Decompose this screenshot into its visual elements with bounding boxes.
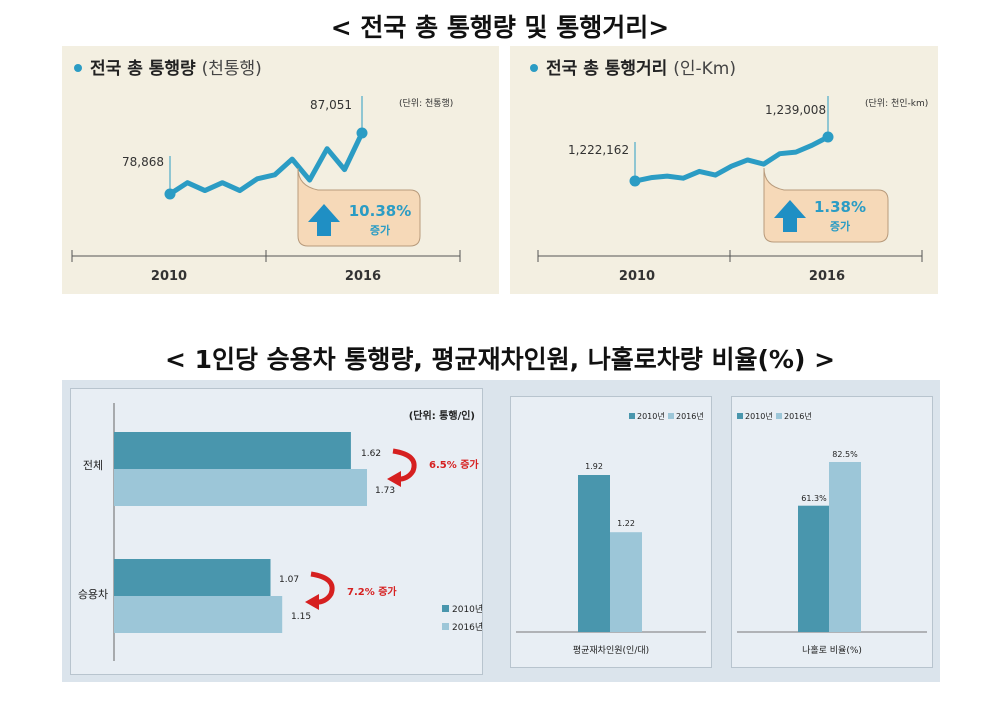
- chart-title: 전국 총 통행량: [90, 59, 196, 79]
- total-distance-svg: 전국 총 통행거리 (인-Km) (단위: 천인-km) 1,222,162 1…: [530, 59, 928, 284]
- value-label: 1.07: [279, 575, 299, 585]
- bar-2016: [610, 532, 642, 632]
- category-label: 전체: [83, 459, 103, 472]
- growth-annotation: 6.5% 증가: [429, 458, 479, 471]
- line-series: [629, 131, 834, 187]
- unit-note: (단위: 천통행): [399, 97, 453, 109]
- legend-swatch-2010: [629, 413, 635, 419]
- legend-label: 2016년: [452, 622, 482, 633]
- x-tick-label: 2010: [151, 269, 187, 284]
- legend-label: 2010년: [452, 604, 482, 615]
- chart-title-unit: (인-Km): [673, 59, 736, 79]
- growth-annotation: 7.2% 증가: [347, 585, 397, 598]
- total-trips-chart: 전국 총 통행량 (천통행) (단위: 천통행) 78,868 87,051 1…: [62, 46, 499, 294]
- category-label: 승용차: [78, 588, 108, 601]
- legend-label: 2016년: [676, 411, 704, 421]
- end-value-label: 87,051: [310, 98, 352, 112]
- start-value-label: 1,222,162: [568, 143, 629, 157]
- bar-2010-total: [114, 432, 351, 469]
- avg-occupancy-svg: 2010년 2016년 1.92 1.22 평균재차인원(인/대): [516, 411, 706, 656]
- curved-arrow-head-icon: [387, 471, 401, 487]
- start-point-marker: [629, 175, 641, 187]
- legend-label: 2016년: [784, 411, 812, 421]
- legend-swatch-2016: [776, 413, 782, 419]
- legend-swatch-2016: [668, 413, 674, 419]
- bar-2016: [829, 462, 861, 632]
- value-label: 82.5%: [832, 450, 858, 459]
- total-distance-chart: 전국 총 통행거리 (인-Km) (단위: 천인-km) 1,222,162 1…: [510, 46, 938, 294]
- value-label: 1.73: [375, 486, 395, 496]
- end-point-marker: [356, 127, 368, 139]
- title-bullet-icon: [530, 64, 538, 72]
- x-tick-label: 2010: [619, 269, 655, 284]
- solo-driving-ratio-svg: 2010년 2016년 61.3% 82.5% 나홀로 비율(%): [737, 411, 927, 656]
- top-section-title: < 전국 총 통행량 및 통행거리>: [330, 13, 670, 42]
- value-label: 1.15: [291, 612, 311, 622]
- total-trips-svg: 전국 총 통행량 (천통행) (단위: 천통행) 78,868 87,051 1…: [71, 59, 461, 284]
- per-capita-trips-chart: (단위: 통행/인) 전체 승용차 1.62 1.73 1.07 1.15 6.…: [70, 388, 483, 675]
- start-point-marker: [164, 188, 176, 200]
- line-series: [164, 127, 368, 200]
- unit-note: (단위: 통행/인): [409, 409, 475, 422]
- x-axis-label: 평균재차인원(인/대): [573, 644, 649, 656]
- x-axis-label: 나홀로 비율(%): [802, 644, 862, 656]
- series-line: [168, 131, 365, 197]
- callout-text: 증가: [370, 223, 390, 237]
- up-arrow-icon: [774, 200, 806, 232]
- end-value-label: 1,239,008: [765, 103, 826, 117]
- value-label: 1.22: [617, 519, 635, 528]
- chart-title-unit: (천통행): [202, 59, 262, 79]
- bar-2010: [798, 505, 830, 632]
- callout-percent: 1.38%: [814, 198, 866, 216]
- solo-driving-ratio-chart: 2010년 2016년 61.3% 82.5% 나홀로 비율(%): [731, 396, 933, 668]
- title-bullet-icon: [74, 64, 82, 72]
- svg-text:전국 총 통행량 (천통행): 전국 총 통행량 (천통행): [90, 59, 262, 79]
- per-capita-trips-svg: (단위: 통행/인) 전체 승용차 1.62 1.73 1.07 1.15 6.…: [78, 403, 482, 661]
- series-line: [634, 134, 830, 184]
- value-label: 1.92: [585, 462, 603, 471]
- callout-percent: 10.38%: [349, 202, 411, 220]
- unit-note: (단위: 천인-km): [865, 98, 928, 109]
- callout-text: 증가: [830, 219, 850, 233]
- bar-2010-car: [114, 559, 271, 596]
- legend-swatch-2010: [737, 413, 743, 419]
- bottom-section-title: < 1인당 승용차 통행량, 평균재차인원, 나홀로차량 비율(%) >: [164, 345, 836, 374]
- legend-label: 2010년: [745, 411, 773, 421]
- x-tick-label: 2016: [345, 269, 381, 284]
- bar-2016-car: [114, 596, 283, 633]
- chart-title: 전국 총 통행거리: [546, 59, 667, 79]
- bar-2016-total: [114, 469, 367, 506]
- curved-arrow-head-icon: [305, 594, 319, 610]
- legend-label: 2010년: [637, 411, 665, 421]
- avg-occupancy-chart: 2010년 2016년 1.92 1.22 평균재차인원(인/대): [510, 396, 712, 668]
- end-point-marker: [822, 131, 834, 143]
- value-label: 61.3%: [801, 494, 827, 503]
- x-tick-label: 2016: [809, 269, 845, 284]
- bar-2010: [578, 475, 610, 632]
- legend-swatch-2016: [442, 623, 449, 630]
- legend-swatch-2010: [442, 605, 449, 612]
- up-arrow-icon: [308, 204, 340, 236]
- value-label: 1.62: [361, 449, 381, 459]
- start-value-label: 78,868: [122, 155, 164, 169]
- svg-text:전국 총 통행거리 (인-Km): 전국 총 통행거리 (인-Km): [546, 59, 736, 79]
